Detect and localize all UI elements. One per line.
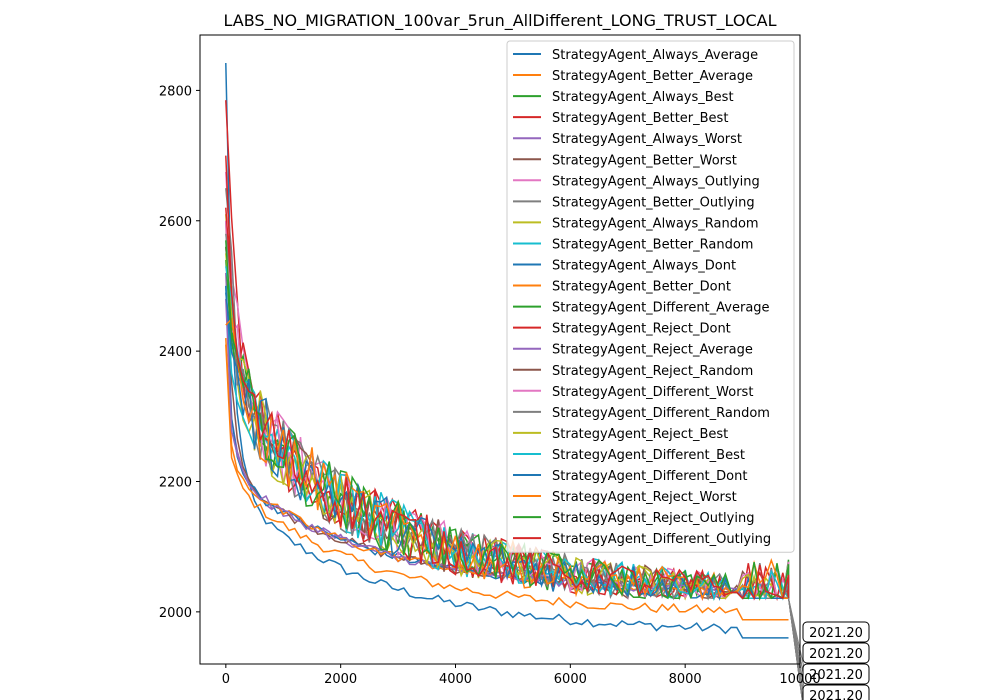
legend-label: StrategyAgent_Always_Dont [552,259,736,274]
legend-label: StrategyAgent_Always_Best [552,90,734,105]
legend-label: StrategyAgent_Reject_Average [552,343,753,358]
series-line [225,240,790,601]
legend-label: StrategyAgent_Reject_Best [552,427,728,442]
legend-label: StrategyAgent_Different_Dont [552,469,747,484]
legend-label: StrategyAgent_Better_Random [552,237,753,252]
legend-label: StrategyAgent_Better_Best [552,111,728,126]
annotation-label: 2021.20 [809,668,863,683]
y-axis: 2000 2200 2400 2600 2800 [159,84,200,621]
legend-label: StrategyAgent_Always_Outlying [552,174,760,189]
legend-label: StrategyAgent_Different_Average [552,301,770,316]
x-tick-label: 10000 [779,672,820,687]
legend-label: StrategyAgent_Reject_Outlying [552,511,754,526]
axes-frame [199,34,801,665]
annotation-label: 2021.20 [809,689,863,700]
legend-label: StrategyAgent_Better_Outlying [552,195,755,210]
legend-label: StrategyAgent_Always_Random [552,216,759,231]
series-line [225,344,789,621]
annotation-box [802,621,870,643]
x-tick-label: 6000 [554,672,587,687]
annotation-label: 2021.20 [809,626,863,641]
x-tick-label: 2000 [324,672,357,687]
y-tick-label: 2200 [159,475,192,490]
annotation-box [802,642,870,664]
legend-label: StrategyAgent_Always_Worst [552,132,742,147]
chart-title: LABS_NO_MIGRATION_100var_5run_AllDiffere… [224,11,777,31]
series-line [225,207,790,601]
x-tick-label: 0 [222,672,230,687]
legend-box [506,40,795,553]
legend-label: StrategyAgent_Different_Worst [552,385,753,400]
y-tick-label: 2600 [159,215,192,230]
annotation-box [802,684,870,700]
y-tick-label: 2800 [159,84,192,99]
legend-label: StrategyAgent_Different_Random [552,406,770,421]
legend-label: StrategyAgent_Better_Worst [552,153,737,168]
annotation-box [802,663,870,685]
x-tick-label: 4000 [439,672,472,687]
annotation-arrow [788,598,806,700]
series-line [225,62,789,639]
y-tick-label: 2000 [159,606,192,621]
y-tick-label: 2400 [159,345,192,360]
legend: StrategyAgent_Always_Average StrategyAgen… [506,40,795,553]
legend-label: StrategyAgent_Better_Average [552,69,753,84]
legend-label: StrategyAgent_Different_Outlying [552,532,771,547]
annotation-label: 2021.20 [809,647,863,662]
x-axis: 0 2000 4000 6000 8000 10000 [222,664,821,687]
x-tick-label: 8000 [669,672,702,687]
legend-label: StrategyAgent_Reject_Dont [552,322,731,337]
legend-label: StrategyAgent_Reject_Random [552,364,753,379]
annotation-arrow [788,598,806,683]
legend-label: StrategyAgent_Better_Dont [552,280,731,295]
legend-label: StrategyAgent_Reject_Worst [552,490,737,505]
legend-label: StrategyAgent_Always_Average [552,48,758,63]
legend-label: StrategyAgent_Different_Best [552,448,745,463]
annotations: 2021.20 2021.20 2021.20 2021.20 [788,598,870,700]
